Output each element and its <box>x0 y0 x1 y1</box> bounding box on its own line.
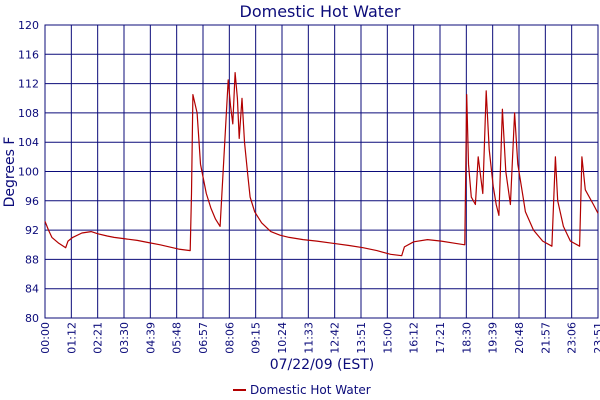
x-tick-label: 04:39 <box>144 322 157 354</box>
y-tick-label: 96 <box>25 195 39 208</box>
y-tick-label: 88 <box>25 253 39 266</box>
y-tick-label: 80 <box>25 312 39 325</box>
x-tick-label: 06:57 <box>197 322 210 354</box>
x-tick-label: 19:39 <box>487 322 500 354</box>
legend: Domestic Hot Water <box>233 383 371 397</box>
y-tick-label: 100 <box>18 166 39 179</box>
x-tick-label: 18:30 <box>460 322 473 354</box>
x-tick-label: 17:21 <box>434 322 447 354</box>
series-line-domestic-hot-water <box>44 72 599 257</box>
grid <box>44 24 599 319</box>
x-tick-label: 03:30 <box>118 322 131 354</box>
series-layer <box>44 72 599 257</box>
chart-title: Domestic Hot Water <box>240 2 401 21</box>
legend-label: Domestic Hot Water <box>250 383 371 397</box>
y-tick-label: 112 <box>18 78 39 91</box>
x-tick-label: 09:15 <box>250 322 263 354</box>
x-tick-label: 02:21 <box>92 322 105 354</box>
x-tick-label: 01:12 <box>65 322 78 354</box>
y-tick-label: 108 <box>18 107 39 120</box>
x-axis-label: 07/22/09 (EST) <box>270 357 375 373</box>
x-tick-label: 23:06 <box>566 322 579 354</box>
x-tick-label: 23:51 <box>592 322 600 354</box>
y-tick-label: 104 <box>18 136 39 149</box>
x-tick-label: 13:51 <box>355 322 368 354</box>
x-tick-label: 08:06 <box>223 322 236 354</box>
x-tick-label: 12:42 <box>329 322 342 354</box>
y-tick-label: 84 <box>25 283 39 296</box>
x-tick-label: 11:33 <box>302 322 315 354</box>
x-tick-label: 05:48 <box>171 322 184 354</box>
x-tick-label: 20:48 <box>513 322 526 354</box>
x-tick-label: 21:57 <box>539 322 552 354</box>
y-tick-label: 116 <box>18 48 39 61</box>
x-tick-label: 16:12 <box>408 322 421 354</box>
y-tick-labels: 80 84 88 92 96 100 104 108 112 116 120 <box>18 19 39 325</box>
x-tick-label: 10:24 <box>276 322 289 354</box>
plot-frame <box>44 24 599 319</box>
x-tick-label: 00:00 <box>39 322 52 354</box>
y-axis-label: Degrees F <box>2 137 18 208</box>
y-tick-label: 120 <box>18 19 39 32</box>
x-tick-label: 15:00 <box>381 322 394 354</box>
y-tick-label: 92 <box>25 224 39 237</box>
x-tick-labels: 00:00 01:12 02:21 03:30 04:39 05:48 06:57 08:06… <box>39 322 600 354</box>
